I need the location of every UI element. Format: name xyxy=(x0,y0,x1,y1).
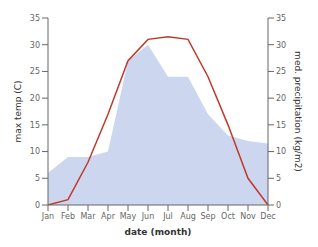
svg-text:15: 15 xyxy=(30,121,40,130)
svg-text:35: 35 xyxy=(276,14,286,23)
svg-text:30: 30 xyxy=(30,41,40,50)
svg-text:25: 25 xyxy=(30,67,40,76)
svg-text:15: 15 xyxy=(276,121,286,130)
svg-text:5: 5 xyxy=(35,174,40,183)
svg-text:0: 0 xyxy=(276,201,281,210)
svg-text:Apr: Apr xyxy=(101,212,116,221)
svg-text:date (month): date (month) xyxy=(125,227,192,237)
svg-text:30: 30 xyxy=(276,41,286,50)
svg-text:35: 35 xyxy=(30,14,40,23)
svg-text:Feb: Feb xyxy=(61,212,75,221)
svg-text:Aug: Aug xyxy=(180,212,196,221)
svg-text:Mar: Mar xyxy=(80,212,96,221)
svg-text:Jan: Jan xyxy=(41,212,54,221)
svg-text:10: 10 xyxy=(276,147,286,156)
svg-text:0: 0 xyxy=(35,201,40,210)
svg-text:med. precipitation (kg/m2): med. precipitation (kg/m2) xyxy=(293,51,303,172)
svg-text:10: 10 xyxy=(30,147,40,156)
svg-text:20: 20 xyxy=(30,94,40,103)
svg-text:5: 5 xyxy=(276,174,281,183)
svg-text:25: 25 xyxy=(276,67,286,76)
svg-text:Sep: Sep xyxy=(200,212,215,221)
svg-text:Nov: Nov xyxy=(240,212,256,221)
svg-text:20: 20 xyxy=(276,94,286,103)
svg-text:max temp (C): max temp (C) xyxy=(13,80,23,142)
svg-text:Jun: Jun xyxy=(141,212,155,221)
svg-text:Dec: Dec xyxy=(260,212,275,221)
svg-text:Oct: Oct xyxy=(221,212,235,221)
svg-text:May: May xyxy=(120,212,137,221)
svg-text:Jul: Jul xyxy=(162,212,173,221)
